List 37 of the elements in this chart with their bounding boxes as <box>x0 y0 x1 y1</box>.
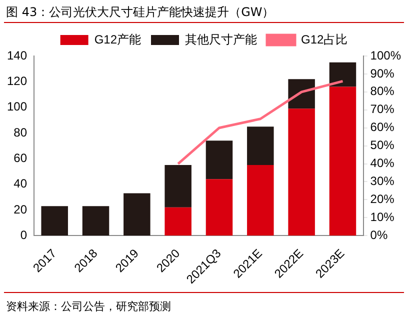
y2-tick-label: 0% <box>370 228 388 242</box>
legend-label: 其他尺寸产能 <box>185 32 257 46</box>
y-tick-label: 120 <box>6 74 28 88</box>
bar <box>206 140 233 180</box>
y2-tick-label: 70% <box>370 102 395 116</box>
y2-tick-label: 60% <box>370 120 395 134</box>
legend-label: G12占比 <box>301 32 348 46</box>
bar <box>164 207 192 236</box>
y-tick-label: 20 <box>14 202 28 216</box>
bar <box>82 206 110 236</box>
bar <box>288 108 315 236</box>
y-tick-label: 60 <box>14 150 28 165</box>
bar <box>288 79 315 109</box>
bar <box>41 206 68 236</box>
y2-tick-label: 90% <box>370 66 395 80</box>
y2-tick-label: 20% <box>370 192 395 206</box>
y2-tick-label: 100% <box>370 48 402 62</box>
bar <box>247 126 274 166</box>
y-tick-label: 100 <box>6 100 28 114</box>
bar <box>329 86 356 236</box>
text: 资料来源：公司公告，研究部预测 <box>6 299 171 314</box>
y-tick-label: 40 <box>14 176 28 191</box>
y2-tick-label: 30% <box>370 174 395 188</box>
y-tick-label: 0 <box>20 228 28 242</box>
bar <box>247 165 274 236</box>
y-tick-label: 140 <box>6 48 28 62</box>
y2-tick-label: 50% <box>370 138 395 152</box>
y2-tick-label: 10% <box>370 210 395 224</box>
bar <box>124 193 150 236</box>
legend-label: G12产能 <box>94 32 142 46</box>
y2-tick-label: 80% <box>370 84 395 98</box>
bar <box>206 179 233 236</box>
y2-tick-label: 40% <box>370 156 395 170</box>
bar <box>164 165 192 208</box>
bar <box>329 62 356 87</box>
chart-title: 图 43：公司光伏大尺寸硅片产能快速提升（GW） <box>6 4 274 21</box>
y-tick-label: 80 <box>14 125 28 140</box>
